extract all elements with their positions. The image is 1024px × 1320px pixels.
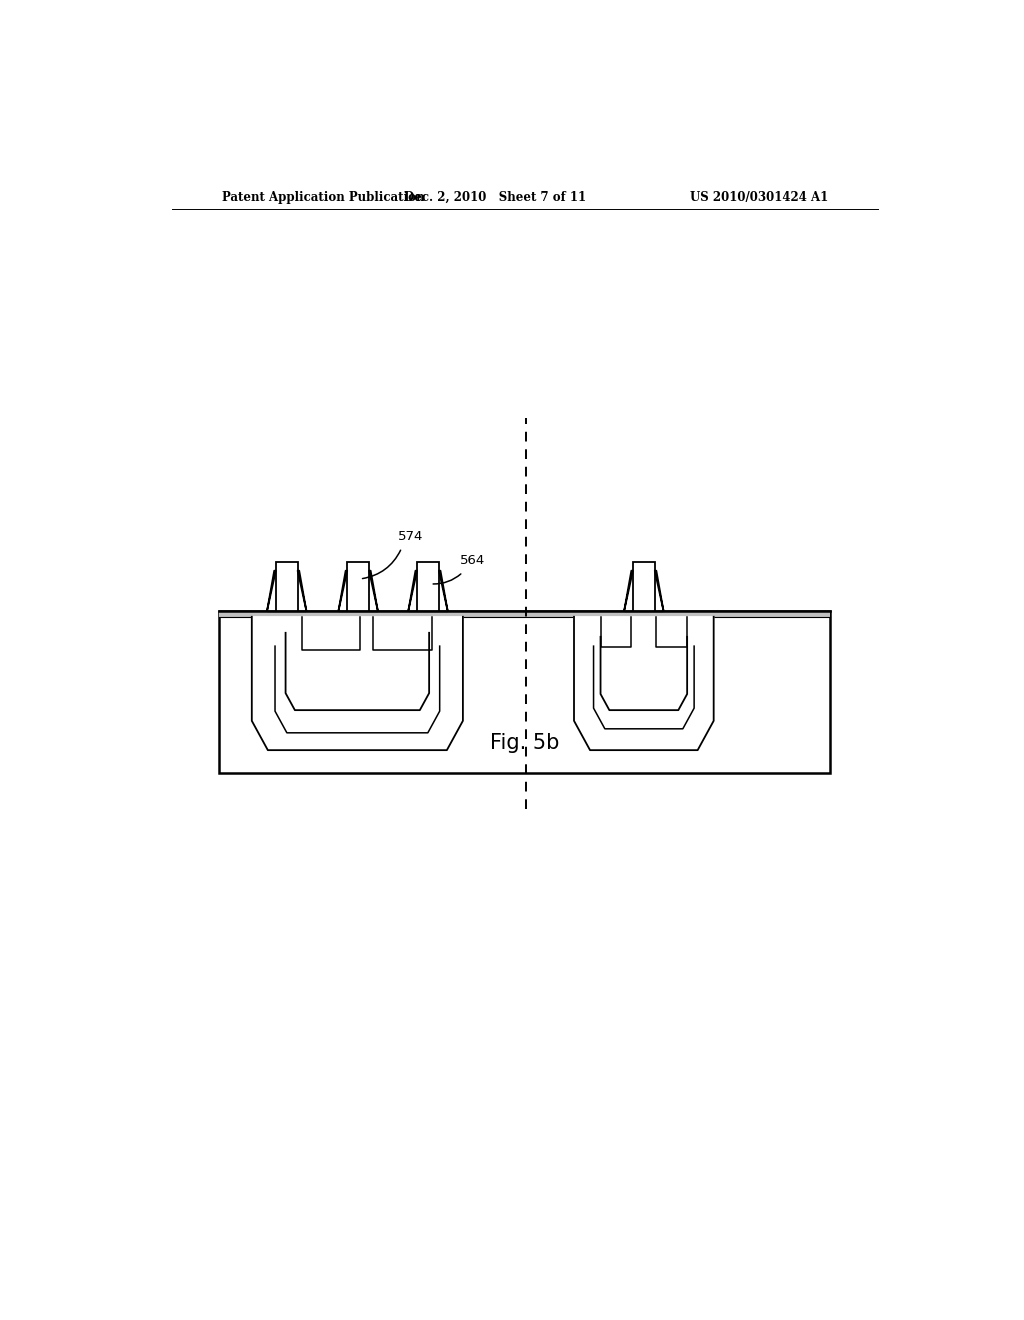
Bar — [219, 611, 830, 616]
Bar — [219, 611, 830, 774]
FancyArrowPatch shape — [433, 574, 461, 583]
Polygon shape — [298, 570, 306, 611]
Text: 564: 564 — [460, 554, 485, 568]
Polygon shape — [409, 570, 417, 611]
Text: US 2010/0301424 A1: US 2010/0301424 A1 — [690, 191, 828, 205]
Text: Fig. 5b: Fig. 5b — [490, 733, 559, 752]
Polygon shape — [252, 616, 463, 750]
Polygon shape — [574, 616, 714, 750]
Bar — [417, 562, 439, 611]
Bar — [347, 562, 369, 611]
Bar — [275, 562, 298, 611]
FancyArrowPatch shape — [362, 550, 400, 578]
Polygon shape — [267, 570, 275, 611]
Text: 574: 574 — [397, 529, 423, 543]
Polygon shape — [600, 636, 687, 710]
Polygon shape — [439, 570, 447, 611]
Polygon shape — [654, 570, 664, 611]
Polygon shape — [286, 632, 429, 710]
Polygon shape — [625, 570, 633, 611]
Text: Patent Application Publication: Patent Application Publication — [221, 191, 424, 205]
Bar — [633, 562, 654, 611]
Text: Dec. 2, 2010   Sheet 7 of 11: Dec. 2, 2010 Sheet 7 of 11 — [403, 191, 586, 205]
Polygon shape — [369, 570, 378, 611]
Polygon shape — [339, 570, 347, 611]
